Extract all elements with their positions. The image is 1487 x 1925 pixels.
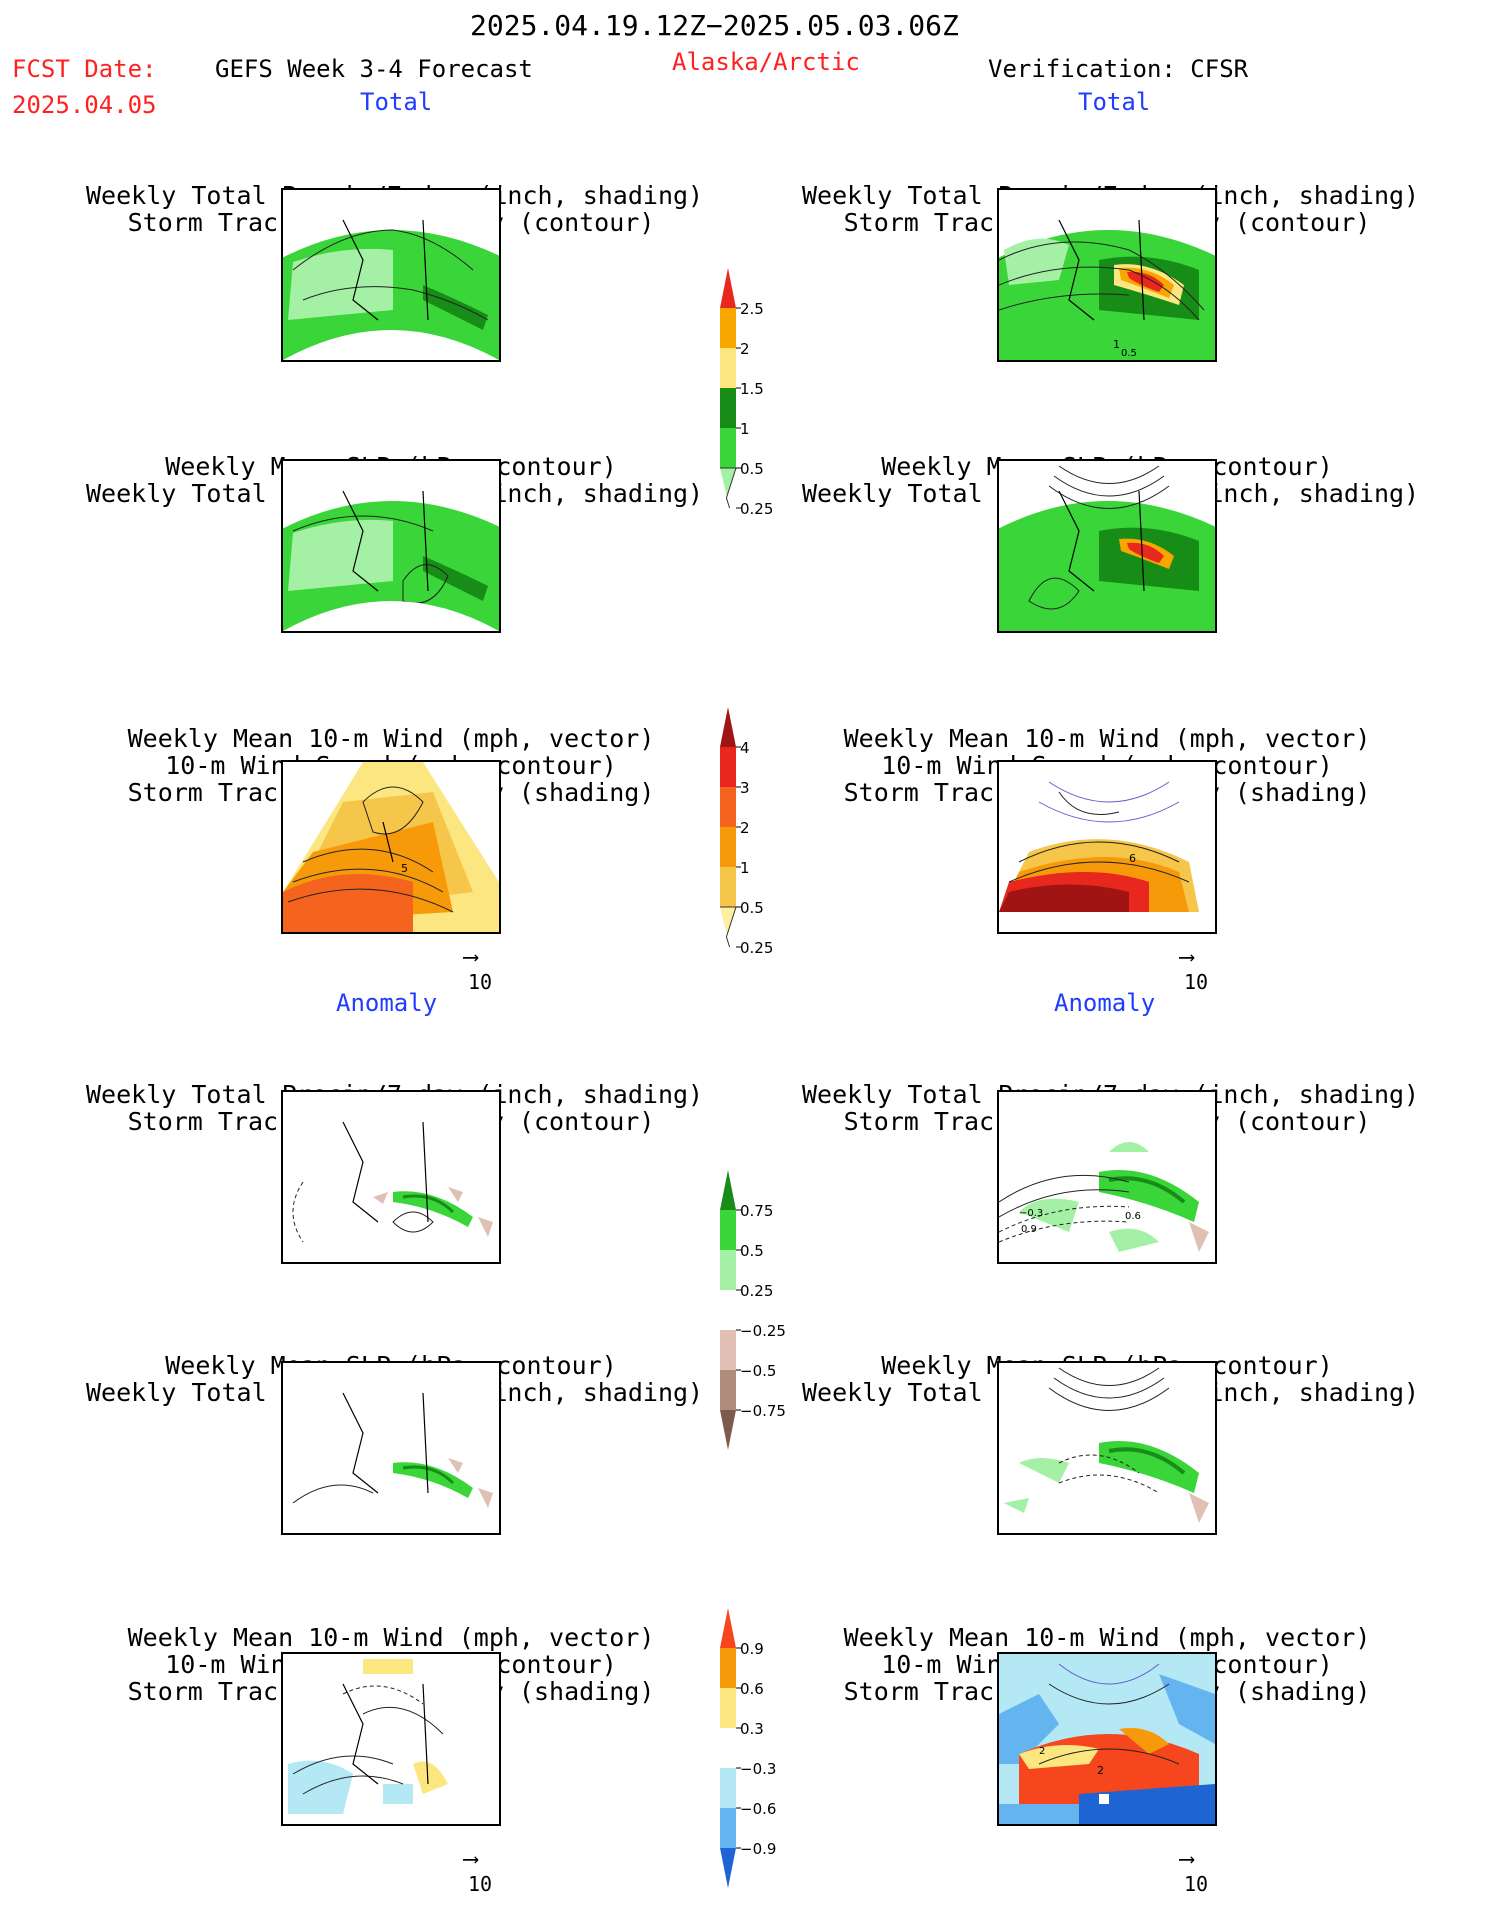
map-contour-label: −0.3	[1019, 1208, 1043, 1219]
vector-ref-r6-right: ⟶ 10	[1180, 1847, 1209, 1896]
colorbar-segment	[720, 1648, 736, 1688]
colorbar-label: −0.9	[740, 1840, 777, 1858]
colorbar-precip-anomaly: 0.75 0.5 0.25 −0.25 −0.5 −0.75	[720, 1170, 800, 1458]
colorbar-label: 0.5	[740, 1242, 764, 1260]
section-anomaly-left: Anomaly	[336, 989, 438, 1017]
colorbar-label: 2	[740, 819, 750, 837]
colorbar-bottom-triangle	[720, 1848, 736, 1888]
region-name: Alaska/Arctic	[672, 48, 860, 76]
colorbar-label: 0.25	[740, 939, 774, 957]
map-contour-label: 0.9	[1021, 1224, 1037, 1235]
colorbar-precip-total: 2.5 2 1.5 1 0.5 0.25	[720, 268, 800, 556]
map-wind-forecast: 5	[281, 760, 501, 934]
section-anomaly-right: Anomaly	[1054, 989, 1156, 1017]
vector-ref-r6-left: ⟶ 10	[464, 1847, 493, 1896]
colorbar-svg	[720, 1608, 741, 1888]
colorbar-label: 0.3	[740, 1720, 764, 1738]
colorbar-segment	[720, 1808, 736, 1848]
colorbar-svg	[720, 1170, 741, 1450]
colorbar-segment	[720, 867, 736, 907]
date-range: 2025.04.19.12Z−2025.05.03.06Z	[470, 9, 959, 42]
fcst-date: 2025.04.05	[12, 91, 157, 119]
colorbar-segment	[720, 348, 736, 388]
map-precip-anomaly-forecast	[281, 1090, 501, 1264]
colorbar-segment	[720, 1210, 736, 1250]
colorbar-label: 1.5	[740, 380, 764, 398]
map-slp-anomaly-verification	[997, 1361, 1217, 1535]
map-total-precip-forecast	[281, 188, 501, 362]
colorbar-label: 0.5	[740, 460, 764, 478]
colorbar-top-triangle	[720, 268, 736, 308]
colorbar-segment	[720, 1728, 736, 1768]
colorbar-segment	[720, 1330, 736, 1370]
colorbar-svg	[720, 707, 741, 948]
colorbar-segment	[720, 1250, 736, 1290]
colorbar-segment	[720, 1768, 736, 1808]
colorbar-label: 0.25	[740, 1282, 774, 1300]
map-contour-label: 5	[401, 862, 408, 875]
colorbar-svg	[720, 268, 741, 509]
map-contour-label: 2	[1039, 1746, 1045, 1757]
colorbar-segment	[720, 388, 736, 428]
map-total-precip-verification: 1 0.5	[997, 188, 1217, 362]
colorbar-top-triangle	[720, 1170, 736, 1210]
colorbar-top-triangle	[720, 1608, 736, 1648]
colorbar-label: 0.5	[740, 899, 764, 917]
colorbar-segment	[720, 1290, 736, 1330]
map-wind-verification: 6	[997, 760, 1217, 934]
right-arrow-icon: ⟶	[1180, 1847, 1194, 1872]
colorbar-label: −0.3	[740, 1760, 777, 1778]
right-arrow-icon: ⟶	[1180, 945, 1194, 970]
map-slp-verification	[997, 459, 1217, 633]
map-contour-label: 6	[1129, 852, 1136, 865]
verification-label: Verification: CFSR	[988, 55, 1249, 83]
colorbar-storm-anomaly: 0.9 0.6 0.3 −0.3 −0.6 −0.9	[720, 1608, 800, 1896]
colorbar-label: 0.75	[740, 1202, 774, 1220]
colorbar-storm-total: 4 3 2 1 0.5 0.25	[720, 707, 800, 995]
section-total-left: Total	[360, 88, 433, 116]
map-contour-label: 2	[1097, 1764, 1104, 1777]
map-contour-label: 1	[1113, 338, 1120, 351]
colorbar-segment	[720, 1370, 736, 1410]
vector-ref-r3-right: ⟶ 10	[1180, 945, 1209, 994]
colorbar-label: −0.75	[740, 1402, 786, 1420]
map-slp-anomaly-forecast	[281, 1361, 501, 1535]
colorbar-label: −0.6	[740, 1800, 777, 1818]
section-total-right: Total	[1078, 88, 1151, 116]
colorbar-label: 1	[740, 859, 750, 877]
colorbar-bottom-triangle	[720, 1410, 736, 1450]
colorbar-label: 0.25	[740, 500, 774, 518]
colorbar-label: −0.5	[740, 1362, 777, 1380]
colorbar-segment	[720, 428, 736, 468]
colorbar-label: 4	[740, 739, 750, 757]
map-contour-label: 0.5	[1121, 348, 1137, 359]
colorbar-label: 2.5	[740, 300, 764, 318]
colorbar-label: 0.6	[740, 1680, 764, 1698]
colorbar-segment	[720, 308, 736, 348]
colorbar-label: 3	[740, 779, 750, 797]
colorbar-top-triangle	[720, 707, 736, 747]
colorbar-segment	[720, 1688, 736, 1728]
model-name: GEFS Week 3-4 Forecast	[215, 55, 533, 83]
colorbar-bottom-tail	[720, 906, 737, 948]
map-precip-anomaly-verification: −0.3 0.9 0.6	[997, 1090, 1217, 1264]
map-contour-label: 0.6	[1125, 1211, 1141, 1222]
vector-ref-r3-left: ⟶ 10	[464, 945, 493, 994]
colorbar-label: −0.25	[740, 1322, 786, 1340]
colorbar-label: 2	[740, 340, 750, 358]
right-arrow-icon: ⟶	[464, 945, 478, 970]
fcst-label: FCST Date:	[12, 55, 157, 83]
map-slp-forecast	[281, 459, 501, 633]
colorbar-label: 0.9	[740, 1640, 764, 1658]
map-wind-anomaly-forecast	[281, 1652, 501, 1826]
colorbar-segment	[720, 787, 736, 827]
colorbar-segment	[720, 827, 736, 867]
colorbar-segment	[720, 747, 736, 787]
right-arrow-icon: ⟶	[464, 1847, 478, 1872]
colorbar-label: 1	[740, 420, 750, 438]
colorbar-bottom-tail	[720, 467, 737, 509]
map-wind-anomaly-verification: 2 2	[997, 1652, 1217, 1826]
